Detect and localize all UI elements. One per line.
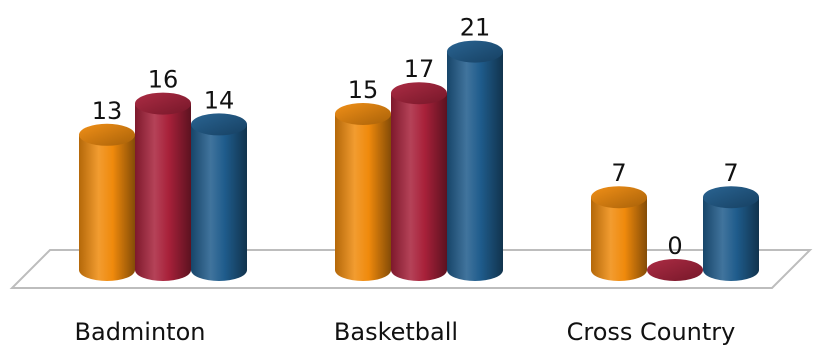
bar-body <box>79 134 135 281</box>
bar-body <box>135 103 191 281</box>
bar-badminton-series-1 <box>79 123 135 281</box>
bar-cross-country-series-1 <box>591 186 647 281</box>
bar-top <box>135 92 191 115</box>
bar-basketball-series-3 <box>447 40 503 281</box>
bar-badminton-series-2 <box>135 92 191 281</box>
bar-cross-country-series-3 <box>703 186 759 281</box>
bar-basketball-series-2 <box>391 82 447 281</box>
bar-basketball-series-1 <box>335 103 391 281</box>
category-label: Badminton <box>75 318 206 346</box>
bar-top <box>191 113 247 136</box>
bar-top <box>79 123 135 146</box>
bar-top <box>703 186 759 209</box>
bar-top <box>335 103 391 125</box>
bar-body <box>703 197 759 281</box>
bar-body <box>591 197 647 281</box>
category-label: Basketball <box>334 318 458 346</box>
data-label: 16 <box>148 66 179 94</box>
data-label: 0 <box>667 232 682 260</box>
bar-body <box>191 124 247 282</box>
data-label: 17 <box>404 55 435 83</box>
data-label: 14 <box>204 86 235 114</box>
bar-top <box>391 82 447 105</box>
category-label: Cross Country <box>567 318 736 346</box>
bar-top <box>591 186 647 209</box>
data-label: 7 <box>611 159 626 187</box>
bar-body <box>391 93 447 281</box>
bar-top <box>647 259 703 281</box>
labels-layer: 13 16 14 15 17 21 7 0 7 <box>92 14 739 260</box>
data-label: 7 <box>723 159 738 187</box>
bars-layer <box>79 40 759 282</box>
bar-top <box>447 40 503 63</box>
bar-body <box>447 51 503 281</box>
bar-body <box>335 114 391 281</box>
data-label: 13 <box>92 97 123 125</box>
bar-badminton-series-3 <box>191 113 247 282</box>
data-label: 21 <box>460 14 491 42</box>
category-axis: Badminton Basketball Cross Country <box>75 318 736 346</box>
bar-cross-country-series-2 <box>647 259 703 281</box>
data-label: 15 <box>348 76 379 104</box>
